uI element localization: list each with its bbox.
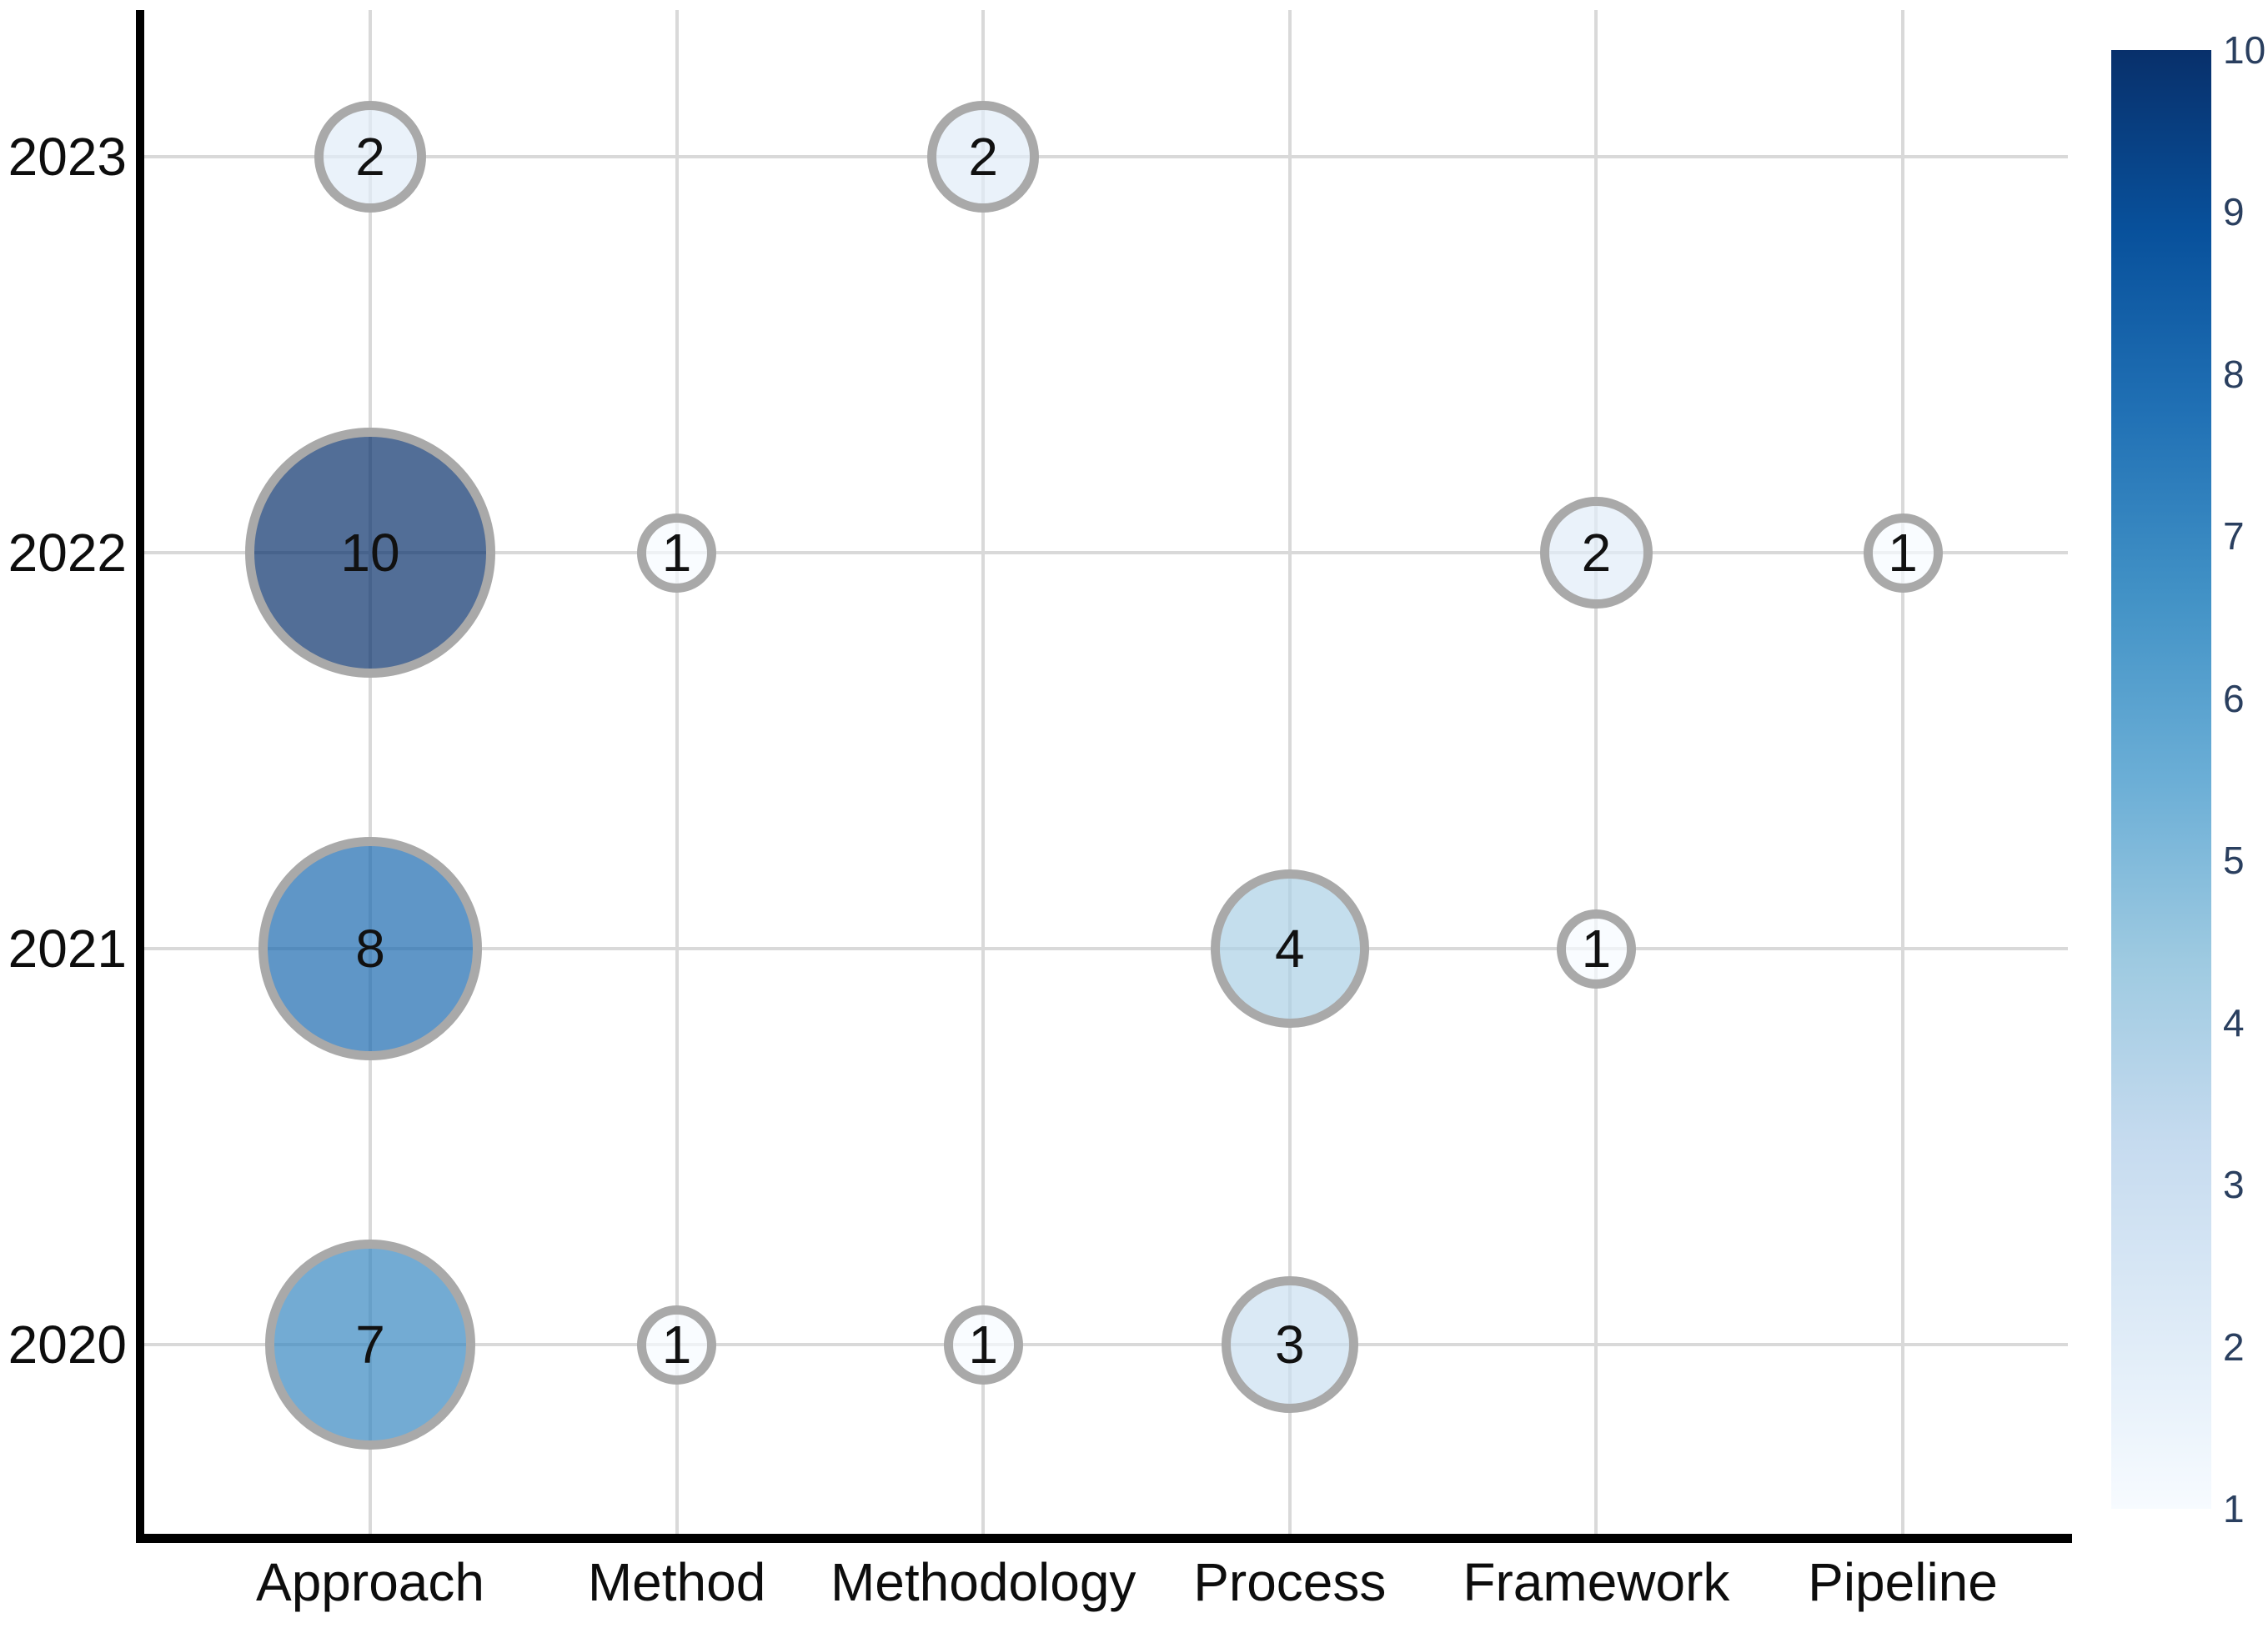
bubble-approach-2020[interactable]: 7 xyxy=(265,1240,475,1450)
gridline-process xyxy=(1287,10,1292,1534)
bubble-value-label: 1 xyxy=(1888,523,1918,583)
gridline-2021 xyxy=(140,947,2068,950)
bubble-value-label: 1 xyxy=(1581,919,1612,979)
gridline-2022 xyxy=(140,551,2068,554)
bubble-value-label: 2 xyxy=(355,126,385,187)
colorbar-tick-2: 2 xyxy=(2223,1325,2245,1369)
x-tick-framework: Framework xyxy=(1463,1552,1730,1612)
bubble-value-label: 7 xyxy=(355,1314,385,1375)
bubble-value-label: 1 xyxy=(968,1315,998,1375)
bubble-approach-2023[interactable]: 2 xyxy=(314,100,427,213)
gridline-method xyxy=(675,10,679,1534)
colorbar-gradient xyxy=(2111,50,2211,1509)
colorbar-tick-3: 3 xyxy=(2223,1163,2245,1207)
bubble-approach-2021[interactable]: 8 xyxy=(258,836,483,1061)
bubble-method-2020[interactable]: 1 xyxy=(637,1305,717,1385)
bubble-value-label: 4 xyxy=(1275,919,1305,979)
bubble-process-2021[interactable]: 4 xyxy=(1210,869,1369,1028)
bubble-value-label: 3 xyxy=(1274,1314,1305,1375)
x-tick-approach: Approach xyxy=(256,1552,484,1612)
colorbar-tick-5: 5 xyxy=(2223,839,2245,883)
bubble-framework-2022[interactable]: 2 xyxy=(1540,496,1653,609)
bubble-methodology-2023[interactable]: 2 xyxy=(927,100,1040,213)
y-axis-line xyxy=(136,10,144,1543)
gridline-2020 xyxy=(140,1343,2068,1346)
x-tick-process: Process xyxy=(1193,1552,1387,1612)
bubble-framework-2021[interactable]: 1 xyxy=(1556,909,1636,989)
gridline-pipeline xyxy=(1901,10,1904,1534)
bubble-value-label: 1 xyxy=(661,523,692,583)
colorbar-tick-7: 7 xyxy=(2223,514,2245,559)
bubble-methodology-2020[interactable]: 1 xyxy=(943,1305,1023,1385)
colorbar-tick-10: 10 xyxy=(2223,28,2266,72)
bubble-value-label: 1 xyxy=(661,1315,692,1375)
bubble-pipeline-2022[interactable]: 1 xyxy=(1863,513,1943,593)
x-tick-method: Method xyxy=(587,1552,766,1612)
gridline-2023 xyxy=(140,155,2068,158)
bubble-value-label: 2 xyxy=(968,126,998,187)
gridline-approach xyxy=(369,10,372,1534)
bubble-value-label: 2 xyxy=(1581,522,1612,583)
x-tick-methodology: Methodology xyxy=(830,1552,1137,1612)
y-tick-2021: 2021 xyxy=(8,919,127,979)
y-tick-2023: 2023 xyxy=(8,127,127,187)
x-tick-pipeline: Pipeline xyxy=(1808,1552,1998,1612)
gridline-methodology xyxy=(981,10,986,1534)
colorbar-tick-6: 6 xyxy=(2223,676,2245,720)
colorbar-tick-4: 4 xyxy=(2223,1000,2245,1044)
x-axis-line xyxy=(136,1534,2072,1543)
bubble-value-label: 8 xyxy=(355,918,385,979)
colorbar-tick-1: 1 xyxy=(2223,1487,2245,1530)
gridline-framework xyxy=(1594,10,1598,1534)
bubble-process-2020[interactable]: 3 xyxy=(1221,1275,1359,1414)
y-tick-2020: 2020 xyxy=(8,1315,127,1375)
bubble-value-label: 10 xyxy=(340,522,400,583)
bubble-method-2022[interactable]: 1 xyxy=(637,513,717,593)
colorbar-tick-8: 8 xyxy=(2223,352,2245,396)
colorbar-tick-9: 9 xyxy=(2223,190,2245,234)
y-tick-2022: 2022 xyxy=(8,523,127,583)
bubble-approach-2022[interactable]: 10 xyxy=(244,427,496,679)
